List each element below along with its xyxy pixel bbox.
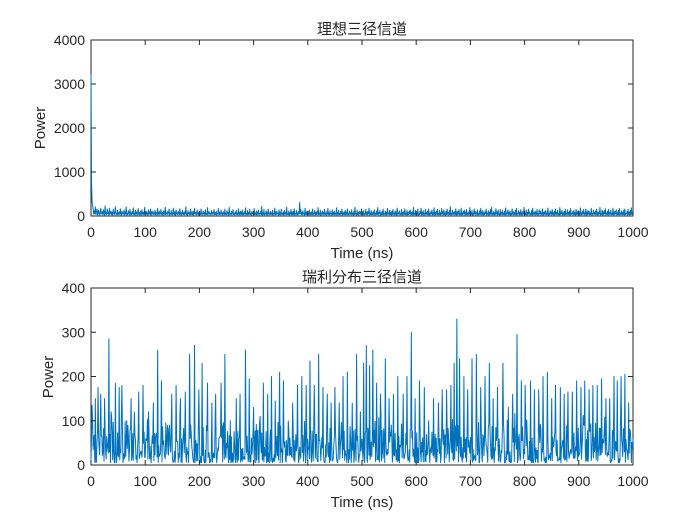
y-tick-label: 3000 xyxy=(54,76,85,92)
x-tick-label: 400 xyxy=(296,224,320,240)
y-tick-label: 1000 xyxy=(54,164,85,180)
y-tick-label: 200 xyxy=(62,369,86,385)
x-tick-label: 0 xyxy=(87,224,95,240)
x-axis-label: Time (ns) xyxy=(331,245,394,262)
x-ticks: 0 100 200 300 400 500 600 700 800 900 1000 xyxy=(87,288,649,489)
y-tick-label: 0 xyxy=(77,208,85,224)
x-tick-label: 1000 xyxy=(617,473,648,489)
y-tick-label: 100 xyxy=(62,413,86,429)
x-tick-label: 1000 xyxy=(617,224,648,240)
x-tick-label: 100 xyxy=(134,473,158,489)
x-tick-label: 400 xyxy=(296,473,320,489)
y-ticks: 0 100 200 300 400 xyxy=(62,280,633,473)
x-tick-label: 200 xyxy=(188,473,212,489)
x-tick-label: 900 xyxy=(567,473,591,489)
x-axis-label: Time (ns) xyxy=(331,494,394,511)
x-tick-label: 600 xyxy=(405,224,429,240)
x-tick-label: 100 xyxy=(134,224,158,240)
x-tick-label: 700 xyxy=(459,224,483,240)
x-tick-label: 500 xyxy=(350,473,374,489)
y-tick-label: 300 xyxy=(62,324,86,340)
y-ticks: 0 1000 2000 3000 4000 xyxy=(54,32,633,224)
series-group xyxy=(90,318,634,464)
y-tick-label: 2000 xyxy=(54,120,85,136)
x-tick-label: 300 xyxy=(242,473,266,489)
subplot-ideal: 理想三径信道 0 1000 2000 3000 4000 0 100 200 300 400 50… xyxy=(32,20,649,262)
x-tick-label: 800 xyxy=(513,473,537,489)
subplot-title: 理想三径信道 xyxy=(317,20,407,38)
x-tick-label: 300 xyxy=(242,224,266,240)
subplot-title: 瑞利分布三径信道 xyxy=(302,268,422,286)
x-ticks: 0 100 200 300 400 500 600 700 800 900 1000 xyxy=(87,40,649,240)
x-tick-label: 800 xyxy=(513,224,537,240)
series-line xyxy=(90,318,634,464)
x-tick-label: 200 xyxy=(188,224,212,240)
y-axis-label: Power xyxy=(32,107,49,150)
x-tick-label: 700 xyxy=(459,473,483,489)
y-tick-label: 0 xyxy=(77,457,85,473)
x-tick-label: 500 xyxy=(350,224,374,240)
y-axis-label: Power xyxy=(40,356,57,399)
x-tick-label: 900 xyxy=(567,224,591,240)
subplot-rayleigh: 瑞利分布三径信道 0 100 200 300 400 0 100 200 300 400 500 6… xyxy=(40,268,649,511)
y-tick-label: 400 xyxy=(62,280,86,296)
x-tick-label: 600 xyxy=(405,473,429,489)
plot-area-box xyxy=(90,39,634,217)
y-tick-label: 4000 xyxy=(54,32,85,48)
x-tick-label: 0 xyxy=(87,473,95,489)
